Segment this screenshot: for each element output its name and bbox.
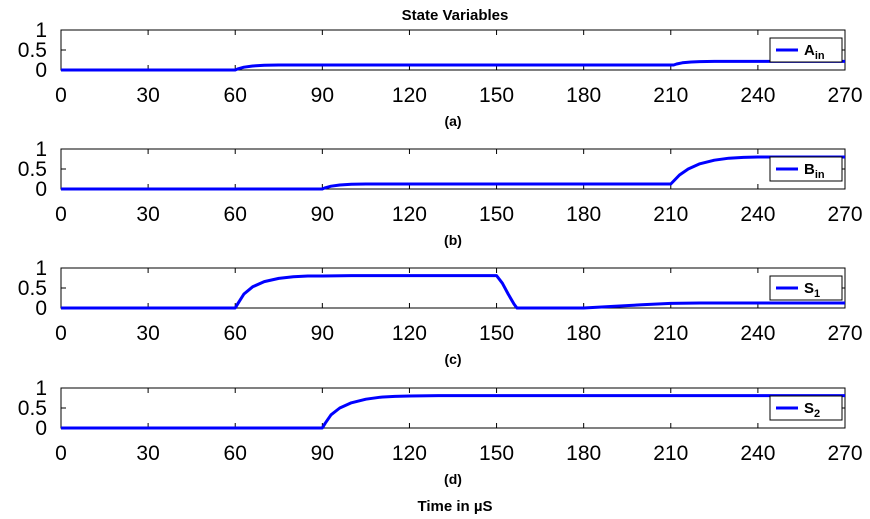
series-line-s1 [61, 274, 845, 310]
x-tick-label: 240 [740, 442, 775, 465]
x-tick-label: 270 [827, 203, 862, 226]
legend-subscript: 1 [814, 288, 820, 300]
y-tick-label: 0.5 [18, 39, 47, 62]
chart-title: State Variables [402, 7, 509, 24]
x-tick-label: 150 [479, 84, 514, 107]
series-line-ain [61, 59, 845, 72]
panel-label: (d) [444, 471, 462, 487]
x-tick-label: 120 [392, 322, 427, 345]
panel-label: (a) [444, 113, 461, 129]
panel-label: (b) [444, 232, 462, 248]
x-tick-label: 210 [653, 322, 688, 345]
x-tick-label: 60 [224, 322, 247, 345]
x-tick-label: 270 [827, 322, 862, 345]
legend-subscript: in [815, 50, 825, 62]
x-tick-label: 90 [311, 322, 334, 345]
y-tick-label: 0 [35, 59, 47, 82]
y-tick-label: 0 [35, 417, 47, 440]
x-tick-label: 270 [827, 442, 862, 465]
legend: Bin [769, 156, 843, 182]
x-tick-label: 120 [392, 84, 427, 107]
y-tick-label: 0 [35, 178, 47, 201]
y-tick-label: 0.5 [18, 397, 47, 420]
y-tick-label: 0.5 [18, 158, 47, 181]
x-tick-label: 180 [566, 203, 601, 226]
x-tick-label: 60 [224, 203, 247, 226]
x-tick-label: 30 [136, 84, 159, 107]
x-tick-label: 120 [392, 203, 427, 226]
x-tick-label: 90 [311, 84, 334, 107]
y-tick-label: 0.5 [18, 277, 47, 300]
x-tick-label: 210 [653, 203, 688, 226]
x-tick-label: 180 [566, 84, 601, 107]
axes-box [60, 387, 846, 429]
x-tick-label: 150 [479, 322, 514, 345]
panel-label: (c) [444, 351, 461, 367]
legend: S2 [769, 395, 843, 421]
x-tick-label: 210 [653, 84, 688, 107]
y-tick-label: 0 [35, 297, 47, 320]
legend: Ain [769, 37, 843, 63]
y-tick-label: 1 [35, 19, 47, 42]
x-tick-label: 120 [392, 442, 427, 465]
legend-subscript: in [815, 169, 825, 181]
x-tick-label: 60 [224, 84, 247, 107]
legend-subscript: 2 [814, 408, 820, 420]
y-tick-label: 1 [35, 257, 47, 280]
series-line-s2 [61, 394, 845, 430]
x-tick-label: 150 [479, 442, 514, 465]
x-tick-label: 30 [136, 442, 159, 465]
x-tick-label: 180 [566, 442, 601, 465]
x-tick-label: 150 [479, 203, 514, 226]
legend: S1 [769, 275, 843, 301]
x-tick-label: 180 [566, 322, 601, 345]
series-line-bin [61, 155, 845, 191]
x-tick-label: 0 [55, 442, 67, 465]
y-tick-label: 1 [35, 138, 47, 161]
legend-box [769, 37, 843, 63]
x-tick-label: 240 [740, 84, 775, 107]
x-tick-label: 270 [827, 84, 862, 107]
x-tick-label: 0 [55, 84, 67, 107]
x-tick-label: 30 [136, 322, 159, 345]
x-tick-label: 90 [311, 203, 334, 226]
y-tick-label: 1 [35, 377, 47, 400]
x-tick-label: 30 [136, 203, 159, 226]
x-tick-label: 0 [55, 322, 67, 345]
x-tick-label: 90 [311, 442, 334, 465]
x-tick-label: 60 [224, 442, 247, 465]
x-tick-label: 0 [55, 203, 67, 226]
x-tick-label: 240 [740, 203, 775, 226]
x-tick-label: 210 [653, 442, 688, 465]
x-axis-label: Time in µS [417, 498, 492, 515]
x-tick-label: 240 [740, 322, 775, 345]
